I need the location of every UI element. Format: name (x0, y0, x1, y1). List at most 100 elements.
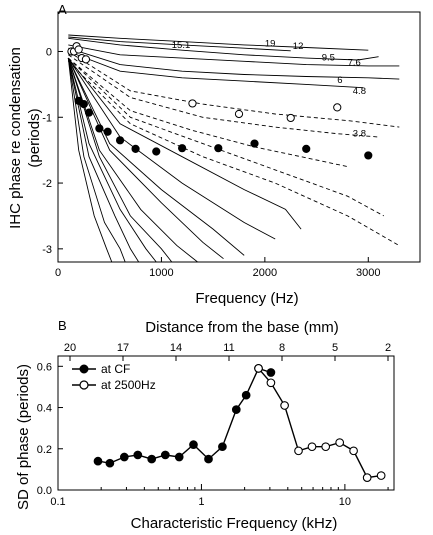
phase-curve (68, 51, 400, 128)
cf-phase-point (250, 139, 259, 148)
panel-a-x-tick-label: 1000 (149, 267, 173, 279)
phase-curve (67, 58, 126, 262)
phase-curve (67, 57, 276, 240)
panel-b-top-tick-label: 17 (117, 342, 129, 354)
cf-phase-point (364, 151, 373, 160)
phase-curve (67, 57, 173, 262)
phase-curve (68, 57, 348, 168)
panel-a-y-tick-label: -3 (42, 244, 52, 256)
legend-at-2500hz-label: at 2500Hz (101, 378, 156, 392)
panel-b-frame (57, 355, 395, 491)
sd-at-2500hz-point (335, 438, 345, 447)
phase-2500hz-point (74, 45, 83, 54)
panel-b-xlabel: Characteristic Frequency (kHz) (131, 515, 338, 532)
phase-2500hz-point (81, 55, 91, 64)
sd-at-cf-point (241, 390, 251, 400)
panel-b-legend: at CF at 2500Hz (72, 362, 156, 392)
panel-a-ylabel-line2: (periods) (26, 108, 43, 167)
panel-b-y-tick-label: 0.6 (37, 361, 52, 373)
panel-b-top-tick-label: 20 (64, 342, 76, 354)
phase-curve (68, 34, 369, 51)
sd-at-2500hz-point (362, 473, 372, 482)
sd-at-cf-point (160, 450, 170, 460)
cf-curve-label: 4.8 (353, 86, 366, 97)
panel-a-xlabel: Frequency (Hz) (195, 290, 298, 307)
panel-a-x-tick-label: 3000 (356, 267, 380, 279)
cf-phase-point (95, 124, 104, 133)
cf-phase-point (178, 144, 187, 153)
cf-phase-point (84, 108, 94, 117)
sd-at-cf-point (231, 405, 241, 414)
panel-b-x-tick-label: 10 (339, 496, 351, 508)
cf-phase-point (103, 127, 112, 136)
panel-a-y-tick-label: -1 (42, 112, 52, 124)
phase-curve (67, 58, 113, 262)
cf-phase-point (302, 144, 311, 153)
cf-curve-label: 6 (337, 75, 342, 86)
panel-b-top-tick-label: 14 (170, 342, 182, 354)
sd-at-cf-point (218, 442, 227, 452)
sd-at-cf-point (93, 456, 103, 466)
panel-a-frame (57, 11, 421, 263)
phase-curve (67, 57, 385, 217)
cf-phase-point (79, 100, 88, 109)
cf-phase-point (152, 147, 161, 156)
panel-b-x-tick-label: 0.1 (50, 496, 65, 508)
cf-curve-label: 15.1 (172, 40, 191, 51)
phase-curve (68, 37, 379, 61)
sd-at-2500hz-point (266, 378, 276, 388)
panel-a-x-tick-label: 0 (55, 267, 61, 279)
sd-at-2500hz-point (254, 364, 263, 373)
legend-at-cf-label: at CF (101, 362, 130, 376)
cf-curve-label: 19 (265, 39, 276, 50)
sd-at-cf-point (105, 458, 115, 468)
cf-curve-label: 3.8 (353, 129, 366, 140)
panel-b-y-tick-label: 0.2 (37, 444, 52, 456)
sd-at-2500hz-point (349, 446, 358, 456)
panel-b-x-tick-label: 1 (198, 496, 204, 508)
panel-a-plot: 0 1000 2000 3000 0 -1 -2 -3 19 15.1 12 9.5 7.6 6 4.8 3.… (42, 34, 400, 279)
panel-b-top-tick-label: 8 (279, 342, 285, 354)
panel-a-ylabel: IHC phase re condensation (periods) (7, 47, 43, 229)
panel-a-ylabel-line1: IHC phase re condensation (7, 47, 24, 229)
phase-curve (67, 57, 198, 262)
legend-at-2500hz-marker (79, 380, 89, 390)
phase-2500hz-point (333, 103, 342, 112)
panel-b-plot: 0.1 1 10 20 17 14 11 8 5 2 0.0 0.2 0.4 0.6 (37, 342, 391, 508)
phase-curve (68, 54, 379, 138)
phase-curve (68, 36, 291, 52)
sd-at-2500hz-line (257, 367, 382, 479)
phase-curve (68, 44, 400, 67)
panel-a-lines (67, 34, 400, 262)
panel-a-letter: A (58, 2, 67, 17)
phase-curve (68, 47, 400, 80)
panel-a-x-tick-label: 2000 (253, 267, 277, 279)
phase-2500hz-point (286, 113, 295, 123)
phase-curve (67, 57, 224, 260)
cf-curve-label: 9.5 (322, 52, 335, 63)
sd-at-cf-point (147, 454, 157, 464)
sd-at-cf-point (204, 454, 213, 464)
phase-curve (68, 51, 364, 89)
panel-b-y-tick-label: 0.4 (37, 403, 52, 415)
phase-2500hz-point (234, 109, 244, 119)
sd-at-2500hz-point (307, 442, 317, 452)
panel-a-y-tick-label: -2 (42, 178, 52, 190)
phase-curve (67, 57, 302, 230)
panel-b-ylabel: SD of phase (periods) (15, 364, 32, 510)
cf-phase-point (131, 144, 140, 153)
sd-at-cf-point (119, 452, 129, 462)
phase-2500hz-point (188, 99, 197, 108)
cf-curve-label: 7.6 (348, 58, 361, 69)
panel-b-top-label: Distance from the base (mm) (145, 319, 338, 336)
sd-at-2500hz-point (321, 442, 331, 452)
sd-at-cf-point (133, 450, 143, 460)
panel-b-top-tick-label: 5 (332, 342, 338, 354)
sd-at-2500hz-point (376, 471, 386, 480)
panel-b-top-tick-label: 2 (385, 342, 391, 354)
phase-curve (67, 60, 400, 246)
sd-at-cf-point (174, 452, 184, 462)
phase-curve (67, 57, 157, 262)
panel-a-y-tick-label: 0 (46, 46, 52, 58)
